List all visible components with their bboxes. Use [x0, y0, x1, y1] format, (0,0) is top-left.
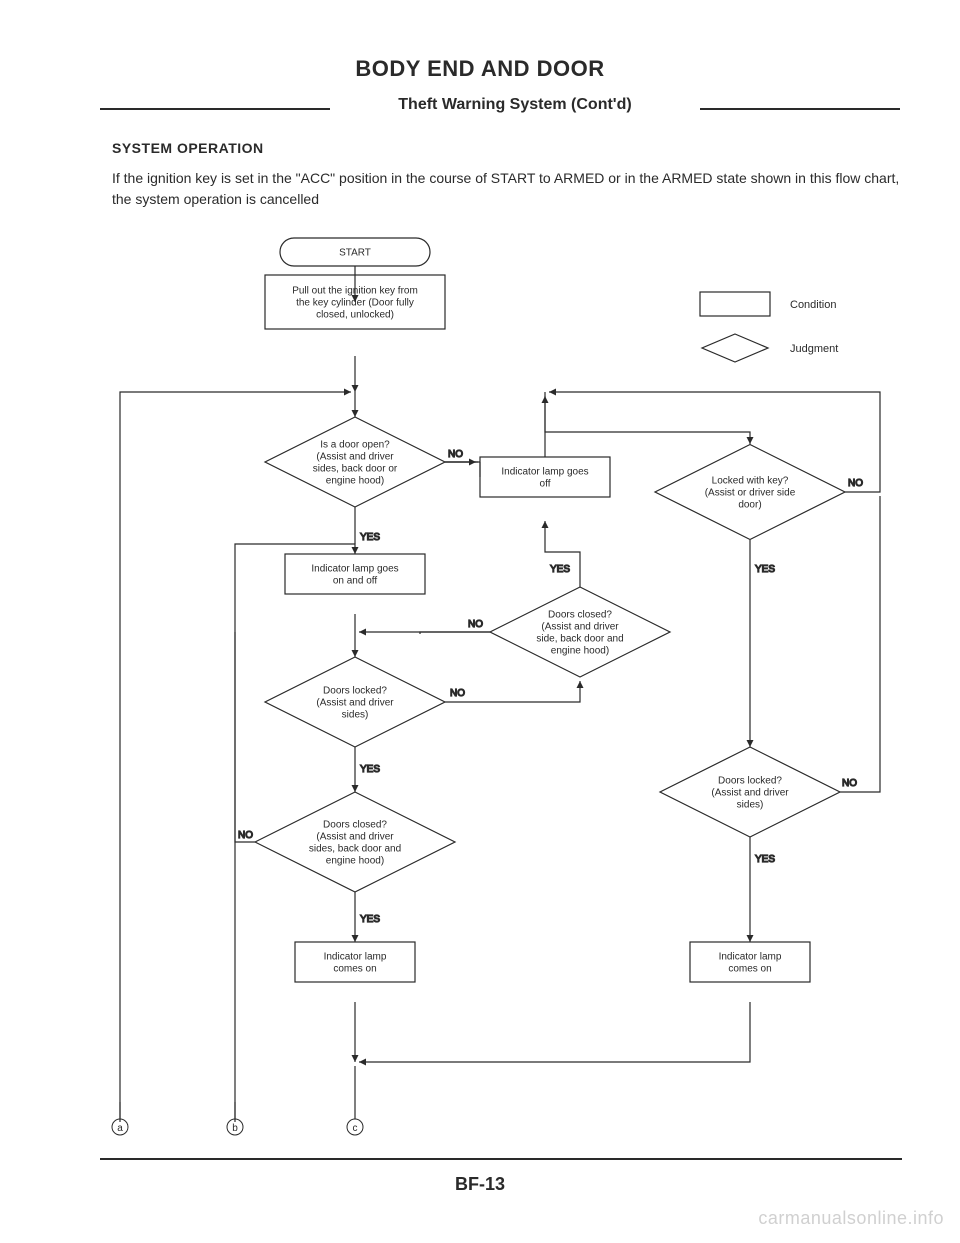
flowchart: Condition Judgment STARTPull out the ign…	[100, 232, 900, 1152]
bottom-rule	[100, 1158, 902, 1160]
page-subtitle: Theft Warning System (Cont'd)	[330, 96, 700, 114]
edge-label-no-4: NO	[238, 830, 253, 841]
subtitle-row: Theft Warning System (Cont'd)	[100, 96, 900, 116]
page-container: BODY END AND DOOR Theft Warning System (…	[0, 0, 960, 1243]
node-lamp_on_l: Indicator lampcomes on	[295, 942, 415, 982]
edge-label-yes-2: YES	[360, 764, 380, 775]
page-title: BODY END AND DOOR	[0, 56, 960, 82]
edge-label-no-3: NO	[450, 688, 465, 699]
node-lamp_on_r: Indicator lampcomes on	[690, 942, 810, 982]
edge-label-no-1: NO	[448, 449, 463, 460]
page-number: BF-13	[0, 1174, 960, 1195]
legend-judgment-label: Judgment	[790, 343, 838, 355]
node-doors_locked_r: Doors locked?(Assist and driversides)	[660, 747, 840, 837]
rule-left	[100, 108, 330, 110]
edge-label-yes-6: YES	[755, 854, 775, 865]
edge-label-yes-5: YES	[755, 564, 775, 575]
svg-text:START: START	[339, 248, 371, 259]
node-start: START	[280, 238, 430, 266]
node-doors_closed_l: Doors closed?(Assist and driversides, ba…	[255, 792, 455, 892]
edge-label-no-2: NO	[468, 619, 483, 630]
section-heading: SYSTEM OPERATION	[112, 140, 264, 156]
marker-a: a	[117, 1123, 123, 1134]
node-doors_closed_r: Doors closed?(Assist and driverside, bac…	[490, 587, 670, 677]
legend: Condition Judgment	[700, 292, 838, 362]
watermark: carmanualsonline.info	[758, 1208, 944, 1229]
node-locked_key: Locked with key?(Assist or driver sidedo…	[655, 445, 845, 540]
legend-condition-label: Condition	[790, 299, 836, 311]
body-paragraph: If the ignition key is set in the "ACC" …	[112, 168, 902, 210]
edge-label-yes-3: YES	[360, 914, 380, 925]
edge-label-yes-4: YES	[550, 564, 570, 575]
rule-right	[700, 108, 900, 110]
edge-label-no-6: NO	[842, 778, 857, 789]
flow-markers: a b c	[112, 1066, 363, 1135]
node-lamp_onoff: Indicator lamp goeson and off	[285, 554, 425, 594]
node-lamp_off_r: Indicator lamp goesoff	[480, 457, 610, 497]
edge-label-no-5: NO	[848, 478, 863, 489]
edge-label-yes-1: YES	[360, 532, 380, 543]
node-doors_locked_l: Doors locked?(Assist and driversides)	[265, 657, 445, 747]
marker-c: c	[353, 1123, 358, 1134]
node-door_open: Is a door open?(Assist and driversides, …	[265, 417, 445, 507]
marker-b: b	[232, 1123, 238, 1134]
